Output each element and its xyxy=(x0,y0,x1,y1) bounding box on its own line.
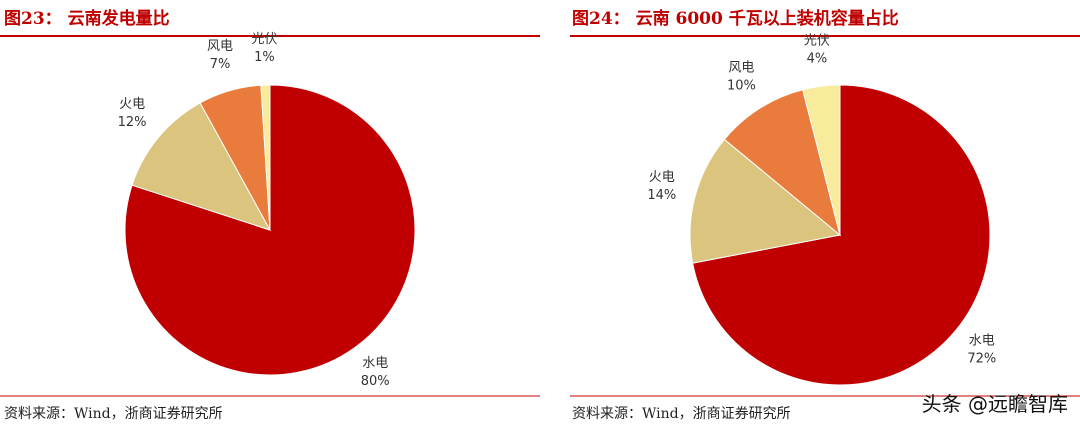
pie-slice xyxy=(260,84,271,231)
slice-value: 10% xyxy=(727,79,756,94)
slice-category: 水电 xyxy=(969,333,995,348)
slice-value: 4% xyxy=(807,51,828,66)
source: 资料来源：Wind，浙商证券研究所 xyxy=(4,406,223,422)
slice-category: 风电 xyxy=(207,39,233,54)
slice-value: 7% xyxy=(210,57,231,72)
watermark: 头条 @远瞻智库 xyxy=(922,392,1068,416)
slice-value: 14% xyxy=(647,188,676,203)
slice-category: 风电 xyxy=(728,61,754,76)
slice-category: 火电 xyxy=(649,170,675,185)
slice-value: 1% xyxy=(254,50,275,65)
pie-slice xyxy=(723,89,841,237)
slice-category: 火电 xyxy=(119,97,145,112)
pie-slice xyxy=(689,138,842,264)
source: 资料来源：Wind，浙商证券研究所 xyxy=(572,406,791,422)
pie-slice xyxy=(131,102,272,231)
slice-value: 72% xyxy=(967,351,996,366)
slice-category: 水电 xyxy=(362,356,388,371)
pie-slice xyxy=(802,84,841,236)
slice-category: 光伏 xyxy=(804,33,830,48)
slice-category: 光伏 xyxy=(251,32,277,47)
slice-value: 80% xyxy=(361,374,390,389)
slice-value: 12% xyxy=(118,115,147,130)
chart-title: 图23： 云南发电量比 xyxy=(4,8,170,29)
chart-title: 图24： 云南 6000 千瓦以上装机容量占比 xyxy=(572,8,899,29)
pie-slice xyxy=(692,84,991,386)
